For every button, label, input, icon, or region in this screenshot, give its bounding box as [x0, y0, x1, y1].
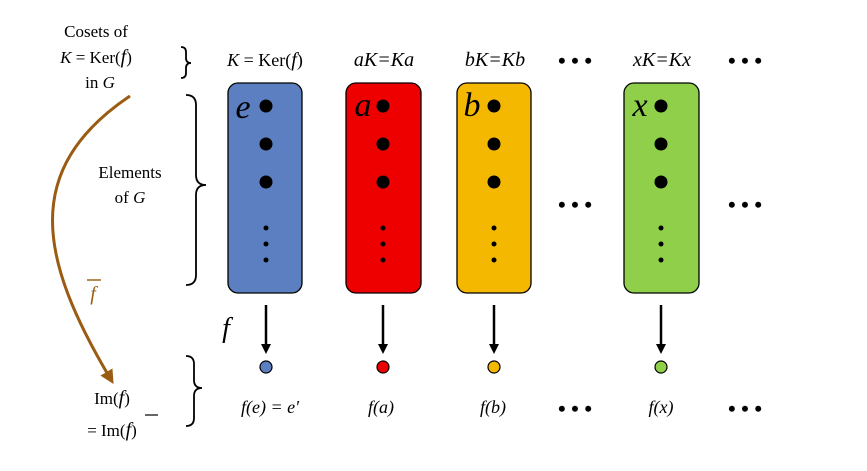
coset-a-element-label: a — [355, 87, 372, 124]
coset-k-image-dot — [259, 360, 273, 374]
coset-k-dot-1 — [259, 99, 273, 113]
fbar-label: f — [90, 283, 98, 305]
coset-k: K = Ker(f) e f(e) = e′ — [226, 49, 303, 418]
coset-x-dot-3 — [654, 175, 668, 189]
coset-a-header: aK=Ka — [354, 49, 414, 71]
coset-b-dot-3 — [487, 175, 501, 189]
elements-brace — [185, 94, 207, 286]
coset-k-element-label: e — [235, 89, 250, 126]
elements-label-line2: of G — [115, 188, 146, 207]
coset-x-image-dot — [654, 360, 668, 374]
coset-k-vdot-2 — [263, 241, 269, 247]
coset-b-vdot-3 — [491, 257, 497, 263]
coset-b-dot-1 — [487, 99, 501, 113]
coset-b-header: bK=Kb — [465, 49, 525, 71]
image-ellipsis-2: • • • — [728, 396, 762, 421]
elements-ellipsis-2: • • • — [728, 192, 762, 217]
coset-a-dot-3 — [376, 175, 390, 189]
cosets-label-line3: in G — [85, 73, 115, 92]
coset-b-element-label: b — [464, 87, 481, 124]
image-label-line2: = Im(f) — [87, 419, 137, 441]
coset-a-vdot-2 — [380, 241, 386, 247]
fbar-arrow — [51, 94, 131, 385]
coset-a-vdot-3 — [380, 257, 386, 263]
coset-k-vdot-3 — [263, 257, 269, 263]
coset-row-brace — [180, 46, 192, 79]
coset-k-vdot-1 — [263, 225, 269, 231]
map-label-f: f — [222, 313, 233, 344]
coset-b: bK=Kb b f(b) — [456, 49, 532, 418]
image-row-brace — [185, 355, 203, 427]
coset-x-dot-2 — [654, 137, 668, 151]
cosets-label-line1: Cosets of — [64, 22, 128, 41]
coset-a-dot-1 — [376, 99, 390, 113]
header-ellipsis-2: • • • — [728, 48, 762, 73]
image-ellipsis-1: • • • — [558, 396, 592, 421]
coset-x: xK=Kx x f(x) — [623, 49, 700, 418]
coset-k-image-label: f(e) = e′ — [241, 397, 300, 418]
coset-x-vdot-2 — [658, 241, 664, 247]
coset-a-image-dot — [376, 360, 390, 374]
coset-k-dot-3 — [259, 175, 273, 189]
coset-x-image-label: f(x) — [649, 397, 674, 418]
coset-a-vdot-1 — [380, 225, 386, 231]
coset-b-dot-2 — [487, 137, 501, 151]
coset-b-image-dot — [487, 360, 501, 374]
coset-x-vdot-3 — [658, 257, 664, 263]
coset-k-header: K = Ker(f) — [226, 49, 303, 71]
header-ellipsis-1: • • • — [558, 48, 592, 73]
cosets-label-line2: K = Ker(f) — [59, 46, 132, 68]
elements-label-line1: Elements — [98, 163, 161, 182]
coset-k-dot-2 — [259, 137, 273, 151]
coset-x-header: xK=Kx — [632, 49, 691, 71]
coset-b-vdot-2 — [491, 241, 497, 247]
coset-a-image-label: f(a) — [368, 397, 394, 418]
image-label-line1: Im(f) — [94, 387, 130, 409]
coset-x-dot-1 — [654, 99, 668, 113]
coset-a: aK=Ka a f(a) — [345, 49, 422, 418]
coset-a-dot-2 — [376, 137, 390, 151]
coset-b-image-label: f(b) — [480, 397, 506, 418]
coset-b-vdot-1 — [491, 225, 497, 231]
coset-x-element-label: x — [631, 87, 647, 124]
elements-ellipsis-1: • • • — [558, 192, 592, 217]
coset-x-vdot-1 — [658, 225, 664, 231]
